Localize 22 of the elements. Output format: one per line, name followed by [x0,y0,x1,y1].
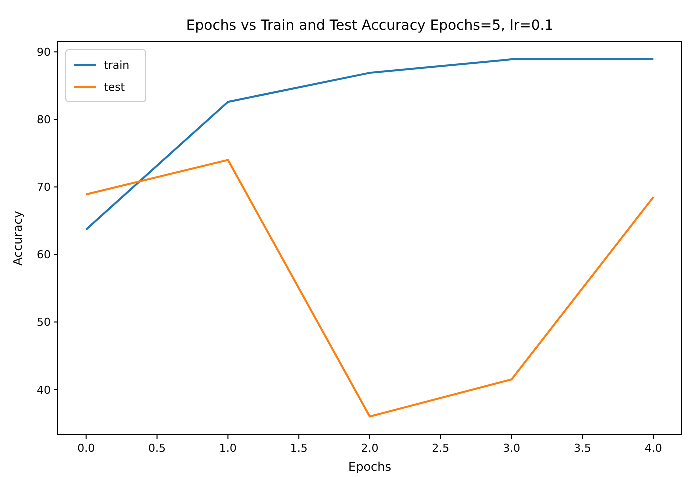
x-tick-label: 0.0 [78,442,96,455]
x-tick-label: 3.0 [503,442,521,455]
y-axis-title: Accuracy [11,211,25,266]
chart-title: Epochs vs Train and Test Accuracy Epochs=5, lr=0.1 [186,18,554,34]
y-tick-label: 70 [37,181,51,194]
x-tick-label: 2.5 [432,442,450,455]
x-tick-label: 2.0 [361,442,379,455]
line-series [85,58,655,231]
legend-label: test [104,81,126,94]
y-tick-label: 60 [37,248,51,262]
x-axis-title: Epochs [348,460,392,474]
legend-label: train [104,59,130,72]
y-tick-label: 90 [37,46,51,60]
y-tick-label: 80 [37,114,51,127]
y-tick-label: 50 [37,316,51,330]
y-tick-label: 40 [37,384,51,397]
line-series [85,159,655,418]
x-tick-label: 1.0 [219,442,237,455]
x-tick-label: 1.5 [290,442,308,455]
x-tick-label: 0.5 [148,442,166,455]
x-tick-label: 3.5 [574,442,592,455]
x-tick-label: 4.0 [644,442,662,455]
